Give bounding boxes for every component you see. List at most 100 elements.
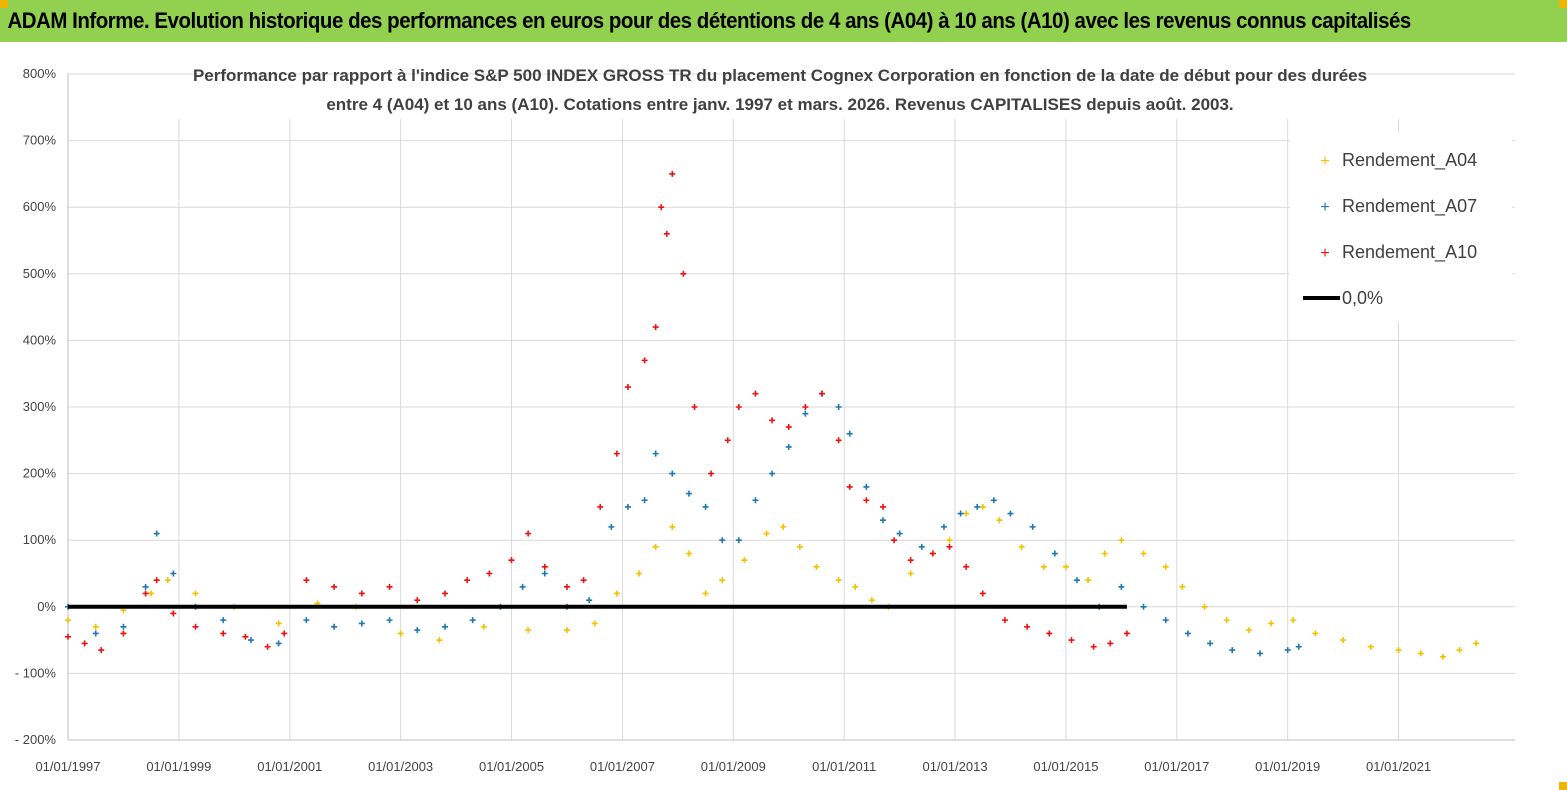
point-a07 [1162,617,1169,624]
point-a07 [641,497,648,504]
point-a07 [719,537,726,544]
point-a10 [1046,630,1053,637]
point-a07 [1029,523,1036,530]
report-title-banner: ADAM Informe. Evolution historique des p… [0,0,1567,42]
y-tick-label: - 200% [15,732,57,747]
series-group [65,170,1480,660]
point-a10 [1068,637,1075,644]
point-a10 [65,633,71,640]
point-a10 [613,450,620,457]
series-a10 [65,170,1130,654]
point-a04 [780,523,787,530]
point-a10 [1024,623,1031,630]
x-tick-label: 01/01/2007 [590,759,655,774]
point-a04 [741,557,748,564]
point-a04 [164,577,171,584]
grid [67,73,1515,741]
point-a07 [1118,583,1125,590]
point-a07 [879,517,886,524]
point-a07 [247,637,254,644]
point-a10 [563,583,570,590]
legend-marker-a07: + [1320,199,1329,216]
point-a07 [469,617,476,624]
x-tick-label: 01/01/1997 [35,759,100,774]
point-a10 [680,270,687,277]
point-a07 [1207,640,1214,647]
point-a10 [891,537,898,544]
point-a07 [441,623,448,630]
point-a04 [1162,563,1169,570]
point-a07 [142,583,149,590]
performance-chart: - 200% - 100% 0% 100% 200% 300% 400% 500% 600% 70… [15,66,1515,774]
point-a10 [1001,617,1008,624]
series-a07 [65,390,1302,657]
point-a07 [170,570,177,577]
y-tick-label: 200% [23,466,57,481]
point-a10 [946,543,953,550]
point-a04 [868,597,875,604]
point-a07 [863,483,870,490]
point-a07 [835,404,842,410]
point-a04 [1040,563,1047,570]
point-a04 [1367,643,1374,650]
point-a10 [281,630,288,637]
point-a10 [120,630,127,637]
point-a04 [652,543,659,550]
point-a10 [303,577,310,584]
point-a07 [735,537,742,544]
point-a10 [979,590,986,597]
y-tick-label: - 100% [15,665,57,680]
point-a04 [1473,640,1480,647]
y-tick-label: 100% [23,532,57,547]
point-a10 [624,384,631,391]
point-a07 [386,617,393,624]
corner-marker [0,0,8,8]
legend-box [1290,132,1512,322]
point-a10 [264,643,271,650]
point-a04 [1290,617,1297,624]
point-a10 [963,563,970,570]
point-a10 [153,577,160,584]
y-tick-label: 400% [23,332,57,347]
point-a07 [1140,603,1147,610]
point-a10 [242,633,249,640]
point-a07 [752,497,759,504]
point-a10 [192,623,199,630]
point-a10 [414,597,421,604]
point-a10 [1090,643,1097,650]
corner-marker [1559,782,1567,790]
point-a07 [1284,647,1291,654]
x-axis-ticks: 01/01/1997 01/01/1999 01/01/2001 01/01/2003… [35,759,1431,774]
point-a04 [591,620,598,627]
point-a07 [303,617,310,624]
point-a10 [907,557,914,564]
point-a04 [1268,620,1275,627]
point-a04 [907,570,914,577]
point-a04 [835,577,842,584]
x-tick-label: 01/01/2019 [1255,759,1320,774]
x-tick-label: 01/01/2013 [923,759,988,774]
point-a10 [802,404,809,410]
point-a04 [636,570,643,577]
point-a07 [652,450,659,457]
point-a07 [974,503,981,510]
point-a10 [846,483,853,490]
point-a04 [436,637,443,644]
point-a10 [669,170,676,177]
x-tick-label: 01/01/2017 [1144,759,1209,774]
point-a04 [796,543,803,550]
point-a04 [148,590,155,597]
point-a10 [580,577,587,584]
point-a04 [719,577,726,584]
point-a10 [508,557,515,564]
x-tick-label: 01/01/2009 [701,759,766,774]
point-a07 [1007,510,1014,517]
point-a04 [480,623,487,630]
point-a10 [1107,640,1114,647]
point-a04 [1118,537,1125,544]
y-tick-label: 300% [23,399,57,414]
point-a04 [192,590,199,597]
point-a04 [1179,583,1186,590]
point-a07 [940,523,947,530]
point-a10 [331,583,338,590]
